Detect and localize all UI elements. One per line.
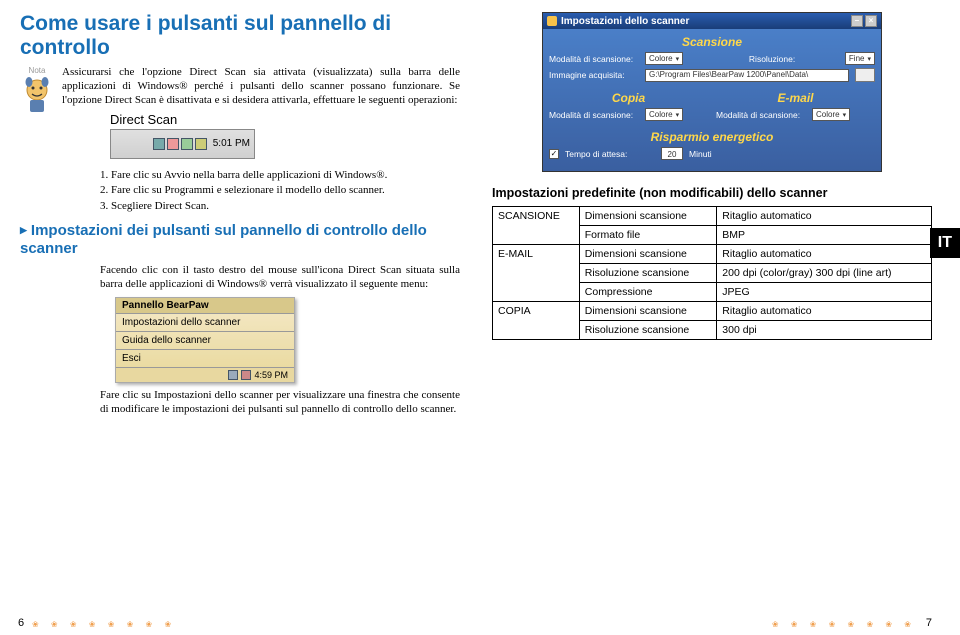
window-title: Impostazioni dello scanner (561, 16, 689, 27)
preset-title: Impostazioni predefinite (non modificabi… (492, 186, 932, 200)
cell: Risoluzione scansione (579, 321, 717, 340)
cell: Dimensioni scansione (579, 245, 717, 264)
menu-item-settings[interactable]: Impostazioni dello scanner (116, 314, 294, 331)
cell: Ritaglio automatico (717, 302, 932, 321)
label-immagine: Immagine acquisita: (549, 70, 639, 80)
paw-decoration: ❀ ❀ ❀ ❀ ❀ ❀ ❀ ❀ (32, 620, 176, 629)
table-row: COPIA Dimensioni scansione Ritaglio auto… (493, 302, 932, 321)
close-icon[interactable]: × (865, 15, 877, 27)
menu-tray: 4:59 PM (116, 367, 294, 382)
tray-icon (181, 138, 193, 150)
row-copia-modalita: Modalità di scansione: Colore (549, 108, 708, 121)
left-page: Come usare i pulsanti sul pannello di co… (0, 0, 480, 635)
row-copia-email: Copia Modalità di scansione: Colore E-ma… (549, 85, 875, 124)
label-risoluzione: Risoluzione: (749, 54, 839, 64)
input-minuti[interactable]: 20 (661, 147, 683, 160)
page-title: Come usare i pulsanti sul pannello di co… (20, 12, 460, 60)
cell: 300 dpi (717, 321, 932, 340)
indent-paragraph: Facendo clic con il tasto destro del mou… (100, 264, 460, 292)
tray-icon (167, 138, 179, 150)
select-modalita-email[interactable]: Colore (812, 108, 850, 121)
label-modalita-email: Modalità di scansione: (716, 110, 806, 120)
window-body: Scansione Modalità di scansione: Colore … (543, 29, 881, 171)
cell-email: E-MAIL (493, 245, 580, 302)
cell: 200 dpi (color/gray) 300 dpi (line art) (717, 264, 932, 283)
title-icon (547, 16, 557, 26)
select-risoluzione[interactable]: Fine (845, 52, 875, 65)
cell-scansione: SCANSIONE (493, 207, 580, 245)
directscan-label: Direct Scan (110, 112, 460, 127)
label-tempo: Tempo di attesa: (565, 149, 655, 159)
label-modalita: Modalità di scansione: (549, 54, 639, 64)
section-copia: Copia (549, 91, 708, 105)
menu-item-exit[interactable]: Esci (116, 350, 294, 367)
step-1: 1. Fare clic su Avvio nella barra delle … (100, 169, 460, 183)
select-modalita-copia[interactable]: Colore (645, 108, 683, 121)
row-immagine: Immagine acquisita: G:\Program Files\Bea… (549, 68, 875, 82)
menu-time: 4:59 PM (254, 370, 288, 380)
checkbox-tempo[interactable]: ✓ (549, 149, 559, 159)
taskbar-screenshot: 5:01 PM (110, 129, 255, 159)
taskbar-time: 5:01 PM (213, 138, 250, 149)
row-tempo: ✓ Tempo di attesa: 20 Minuti (549, 147, 875, 160)
col-copia: Copia Modalità di scansione: Colore (549, 85, 708, 124)
cell: Ritaglio automatico (717, 245, 932, 264)
numbered-steps: 1. Fare clic su Avvio nella barra delle … (100, 169, 460, 214)
language-tab-it: IT (930, 228, 960, 258)
right-page: Impostazioni dello scanner – × Scansione… (480, 0, 960, 635)
window-controls: – × (851, 15, 877, 27)
cell: Dimensioni scansione (579, 302, 717, 321)
cell: Risoluzione scansione (579, 264, 717, 283)
section-risparmio: Risparmio energetico (549, 130, 875, 144)
select-modalita[interactable]: Colore (645, 52, 683, 65)
nota-label: Nota (20, 66, 54, 75)
section-scansione: Scansione (549, 35, 875, 49)
context-menu-screenshot: Pannello BearPaw Impostazioni dello scan… (115, 297, 295, 383)
cell: JPEG (717, 283, 932, 302)
page-number-left: 6 (18, 617, 24, 629)
page-spread: Come usare i pulsanti sul pannello di co… (0, 0, 960, 635)
table-row: E-MAIL Dimensioni scansione Ritaglio aut… (493, 245, 932, 264)
nota-block: Nota (20, 66, 54, 115)
minimize-icon[interactable]: – (851, 15, 863, 27)
subsection-title: Impostazioni dei pulsanti sul pannello d… (20, 222, 460, 258)
nota-icon (20, 75, 54, 115)
menu-title: Pannello BearPaw (116, 298, 294, 314)
closing-paragraph: Fare clic su Impostazioni dello scanner … (100, 389, 460, 417)
tray-icon (153, 138, 165, 150)
path-input[interactable]: G:\Program Files\BearPaw 1200\Panel\Data… (645, 69, 849, 82)
browse-button[interactable] (855, 68, 875, 82)
label-modalita-copia: Modalità di scansione: (549, 110, 639, 120)
row-email-modalita: Modalità di scansione: Colore (716, 108, 875, 121)
cell: Ritaglio automatico (717, 207, 932, 226)
scanner-settings-window: Impostazioni dello scanner – × Scansione… (542, 12, 882, 172)
cell: Dimensioni scansione (579, 207, 717, 226)
tray-icon (241, 370, 251, 380)
preset-table: SCANSIONE Dimensioni scansione Ritaglio … (492, 206, 932, 340)
page-number-right: 7 (926, 617, 932, 629)
cell: BMP (717, 226, 932, 245)
col-email: E-mail Modalità di scansione: Colore (716, 85, 875, 124)
tray-icons (153, 138, 207, 150)
tray-icon (195, 138, 207, 150)
row-modalita-risoluzione: Modalità di scansione: Colore Risoluzion… (549, 52, 875, 65)
step-3: 3. Scegliere Direct Scan. (100, 200, 460, 214)
tray-icon (228, 370, 238, 380)
paw-decoration: ❀ ❀ ❀ ❀ ❀ ❀ ❀ ❀ (772, 620, 916, 629)
cell-copia: COPIA (493, 302, 580, 340)
intro-paragraph: Assicurarsi che l'opzione Direct Scan si… (20, 66, 460, 107)
window-titlebar: Impostazioni dello scanner – × (543, 13, 881, 29)
cell: Formato file (579, 226, 717, 245)
step-2: 2. Fare clic su Programmi e selezionare … (100, 184, 460, 198)
table-row: SCANSIONE Dimensioni scansione Ritaglio … (493, 207, 932, 226)
menu-item-help[interactable]: Guida dello scanner (116, 332, 294, 349)
cell: Compressione (579, 283, 717, 302)
section-email: E-mail (716, 91, 875, 105)
unit-minuti: Minuti (689, 149, 712, 159)
